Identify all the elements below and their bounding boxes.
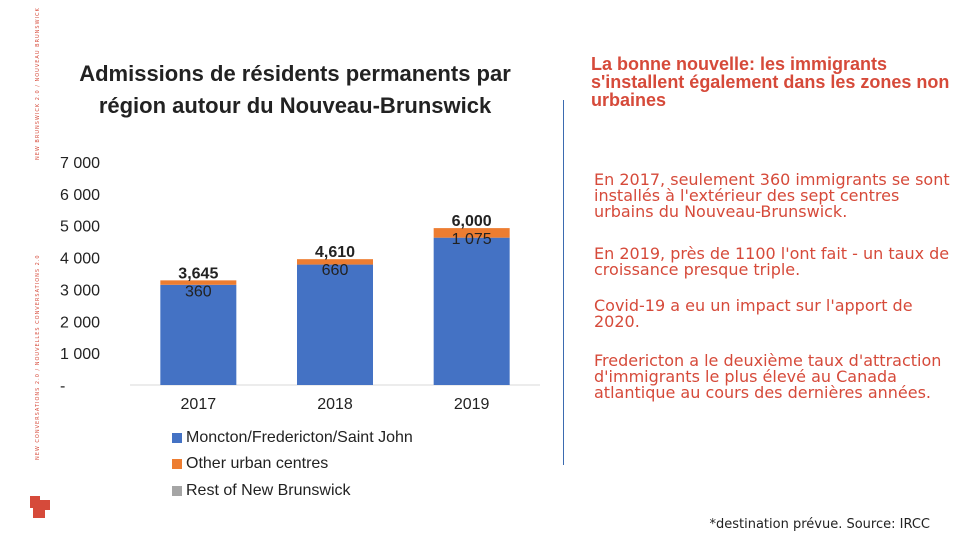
bar-2017-series-0	[160, 284, 237, 385]
data-label-total: 6,000	[452, 213, 492, 230]
bar-2018-series-1	[297, 259, 373, 265]
y-tick-label: 6 000	[60, 187, 100, 204]
side-branding-bottom: NEW CONVERSATIONS 2.0 / NOUVELLES CONVER…	[35, 254, 41, 460]
data-label-segment: 360	[185, 283, 212, 300]
bar-2018-series-0	[297, 264, 373, 385]
data-label-segment: 660	[322, 262, 349, 279]
data-label-segment: 1 075	[452, 231, 492, 248]
x-tick-label: 2017	[181, 396, 217, 413]
legend-item-rest-of-new-brunswick: Rest of New Brunswick	[172, 482, 351, 500]
data-label-total: 3,645	[178, 265, 218, 282]
x-tick-label: 2018	[317, 396, 353, 413]
legend-swatch-blue	[172, 433, 182, 443]
stacked-bar-chart: - 1 000 2 000 3 000 4 000 5 000 6 000 7 000 201…	[60, 155, 540, 413]
side-branding-top: NEW BRUNSWICK 2.0 / NOUVEAU BRUNSWICK	[35, 7, 41, 160]
x-axis: 2017 2018 2019	[181, 396, 490, 413]
source-footnote: *destination prévue. Source: IRCC	[709, 517, 930, 532]
logo-block-2	[33, 508, 45, 518]
bars-group	[160, 228, 510, 385]
y-axis: - 1 000 2 000 3 000 4 000 5 000 6 000 7 000	[60, 155, 100, 395]
paragraph-fredericton: Fredericton a le deuxième taux d'attract…	[594, 351, 942, 402]
y-tick-label: 4 000	[60, 251, 100, 268]
legend-label: Moncton/Fredericton/Saint John	[186, 429, 413, 446]
data-label-total: 4,610	[315, 244, 355, 261]
y-tick-label: 7 000	[60, 155, 100, 172]
legend-swatch-orange	[172, 459, 182, 469]
paragraph-covid: Covid-19 a eu un impact sur l'apport de …	[594, 296, 913, 331]
bar-2019-series-0	[433, 237, 510, 385]
logo-block-c	[40, 500, 50, 510]
legend-swatch-gray	[172, 486, 182, 496]
bar-2019-series-1	[433, 228, 510, 238]
y-tick-label: 1 000	[60, 346, 100, 363]
panel-title: La bonne nouvelle: les immigrants s'inst…	[591, 54, 950, 110]
legend-item-other-urban-centres: Other urban centres	[172, 455, 328, 473]
legend-label: Rest of New Brunswick	[186, 482, 351, 499]
chart-title: Admissions de résidents permanents par r…	[79, 61, 511, 118]
legend-label: Other urban centres	[186, 455, 329, 472]
bar-2017-series-1	[160, 280, 237, 285]
y-tick-label: 5 000	[60, 219, 100, 236]
y-tick-label: 3 000	[60, 282, 100, 299]
nc-logo	[30, 496, 50, 518]
paragraph-2017: En 2017, seulement 360 immigrants se son…	[594, 170, 950, 221]
y-tick-label: -	[60, 378, 65, 395]
y-tick-label: 2 000	[60, 314, 100, 331]
x-tick-label: 2019	[454, 396, 490, 413]
vertical-divider	[563, 100, 564, 465]
paragraph-2019: En 2019, près de 1100 l'ont fait - un ta…	[594, 244, 950, 279]
logo-block-n	[30, 496, 40, 508]
legend-item-moncton-fredericton-saint-john: Moncton/Fredericton/Saint John	[172, 429, 413, 447]
